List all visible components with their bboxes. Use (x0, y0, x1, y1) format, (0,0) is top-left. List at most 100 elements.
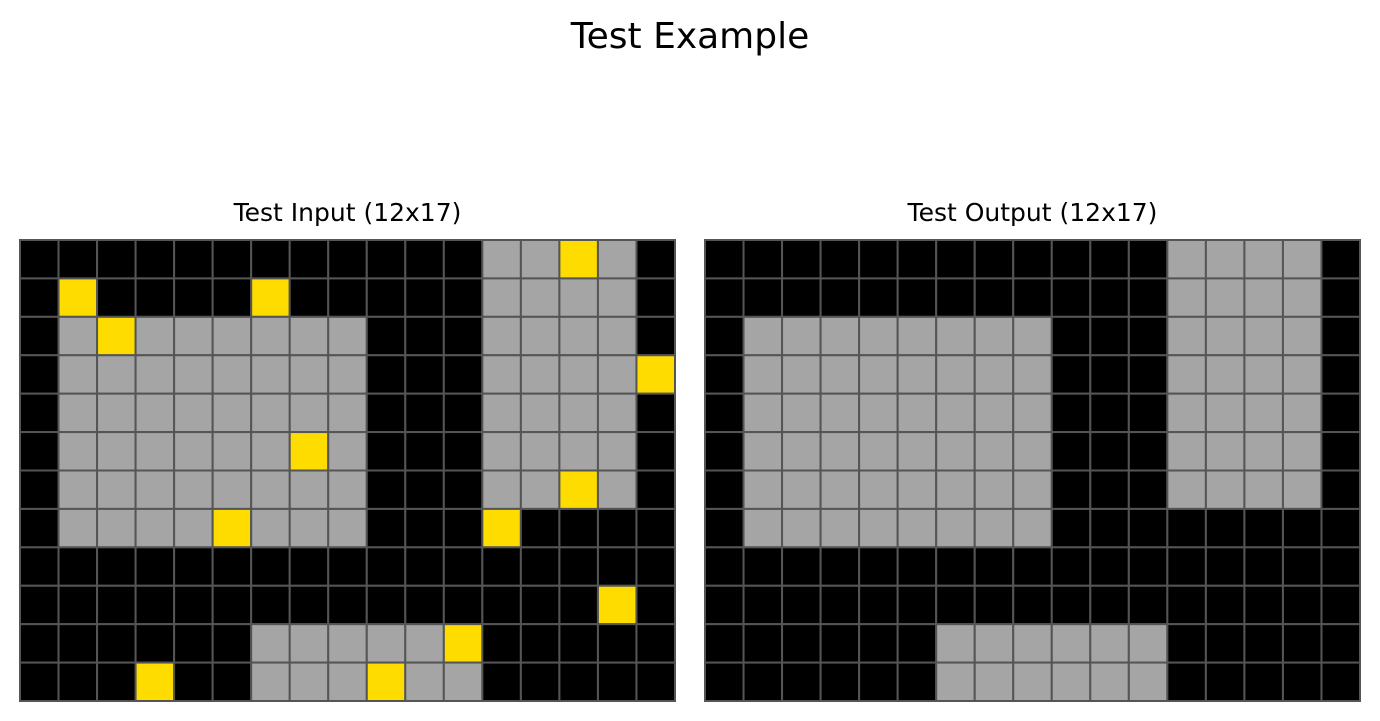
input-cell (558, 469, 599, 510)
output-cell (742, 392, 784, 434)
input-cell (134, 623, 176, 664)
input-cell (19, 661, 60, 702)
output-cell (1166, 584, 1207, 626)
input-cell (596, 584, 638, 626)
output-cell (973, 392, 1015, 434)
output-cell (742, 584, 784, 626)
output-cell (1127, 546, 1169, 587)
input-cell (250, 392, 291, 434)
output-cell (1089, 469, 1130, 510)
input-cell (250, 507, 291, 549)
input-cell (57, 623, 99, 664)
input-cell (288, 623, 330, 664)
output-cell (1166, 354, 1207, 395)
output-cell (896, 392, 938, 434)
output-cell (1204, 623, 1246, 664)
input-cell (481, 507, 522, 549)
output-cell (1204, 661, 1246, 702)
output-cell (858, 277, 899, 318)
input-cell (365, 392, 407, 434)
input-cell (327, 507, 368, 549)
output-cell (1166, 546, 1207, 587)
output-cell (935, 431, 976, 472)
output-cell (858, 507, 899, 549)
output-cell (1089, 507, 1130, 549)
input-cell (134, 431, 176, 472)
output-cell (1320, 623, 1361, 664)
input-cell (519, 315, 561, 357)
input-cell (404, 469, 445, 510)
input-cell (404, 623, 445, 664)
input-cell (250, 354, 291, 395)
input-cell (558, 661, 599, 702)
input-cell (57, 277, 99, 318)
input-cell (211, 315, 253, 357)
output-cell (781, 546, 822, 587)
output-cell (1243, 239, 1284, 280)
input-cell (327, 584, 368, 626)
output-cell (1089, 546, 1130, 587)
output-cell (973, 661, 1015, 702)
output-cell (1089, 392, 1130, 434)
input-cell (596, 546, 638, 587)
output-cell (1243, 546, 1284, 587)
output-cell (896, 546, 938, 587)
input-cell (442, 623, 484, 664)
output-cell (704, 469, 745, 510)
input-cell (596, 507, 638, 549)
input-cell (57, 354, 99, 395)
output-cell (1320, 431, 1361, 472)
input-cell (19, 431, 60, 472)
output-cell (973, 431, 1015, 472)
output-cell (1050, 507, 1092, 549)
input-cell (442, 354, 484, 395)
output-cell (1166, 469, 1207, 510)
output-cell (1012, 354, 1053, 395)
output-cell (858, 354, 899, 395)
input-cell (19, 623, 60, 664)
input-cell (96, 469, 137, 510)
output-cell (1281, 354, 1323, 395)
input-cell (288, 354, 330, 395)
output-cell (742, 507, 784, 549)
input-cell (327, 392, 368, 434)
output-cell (896, 431, 938, 472)
input-cell (19, 469, 60, 510)
input-cell (519, 354, 561, 395)
input-cell (596, 431, 638, 472)
output-cell (1050, 277, 1092, 318)
output-cell (935, 239, 976, 280)
input-cell (481, 431, 522, 472)
input-cell (288, 584, 330, 626)
output-cell (858, 239, 899, 280)
output-cell (1127, 315, 1169, 357)
output-cell (781, 584, 822, 626)
output-cell (1050, 431, 1092, 472)
input-cell (173, 546, 214, 587)
input-cell (596, 623, 638, 664)
output-cell (1204, 354, 1246, 395)
output-cell (704, 315, 745, 357)
output-cell (973, 239, 1015, 280)
input-cell (134, 507, 176, 549)
output-cell (1281, 661, 1323, 702)
input-cell (365, 315, 407, 357)
output-title: Test Output (12x17) (907, 198, 1158, 227)
input-cell (635, 354, 676, 395)
input-cell (19, 315, 60, 357)
input-cell (57, 584, 99, 626)
input-cell (96, 623, 137, 664)
output-cell (1204, 431, 1246, 472)
output-cell (858, 469, 899, 510)
input-cell (288, 431, 330, 472)
input-cell (57, 661, 99, 702)
input-cell (250, 277, 291, 318)
output-cell (1204, 469, 1246, 510)
input-cell (211, 661, 253, 702)
input-cell (288, 239, 330, 280)
output-cell (1281, 277, 1323, 318)
input-cell (365, 469, 407, 510)
input-cell (558, 354, 599, 395)
output-cell (704, 546, 745, 587)
output-cell (819, 354, 861, 395)
